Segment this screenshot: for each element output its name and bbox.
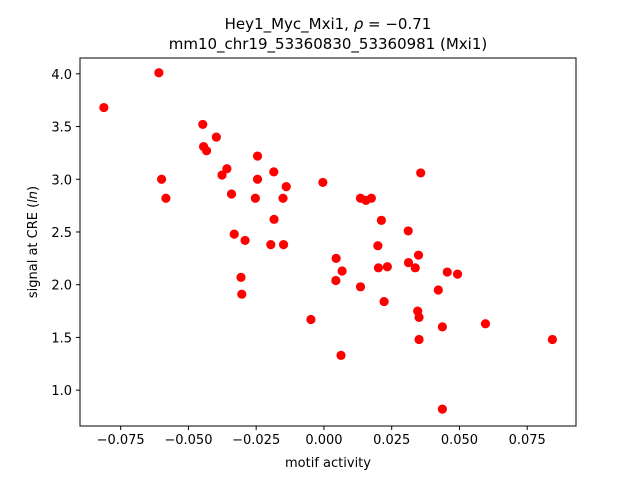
chart-title-name: Hey1_Myc_Mxi1, (225, 15, 354, 34)
data-point (161, 193, 171, 203)
data-point (437, 322, 447, 332)
data-point (306, 314, 316, 325)
data-point (366, 193, 376, 203)
data-point (269, 214, 279, 224)
y-tick-label: 1.5 (51, 331, 72, 346)
x-tick-label: 0.025 (373, 433, 410, 448)
data-point (318, 177, 328, 188)
data-point (237, 289, 247, 299)
x-tick-label: 0.050 (441, 433, 478, 448)
data-point (331, 275, 341, 286)
chart-title-line2: mm10_chr19_53360830_53360981 (Mxi1) (169, 35, 488, 54)
data-point (198, 119, 208, 130)
data-point (442, 267, 452, 277)
y-axis-label: signal at CRE (ln) (26, 186, 41, 298)
data-point (281, 182, 291, 192)
data-point (99, 102, 109, 113)
data-point (355, 282, 366, 292)
y-tick-label: 3.5 (51, 121, 72, 136)
chart-title-line1: Hey1_Myc_Mxi1, ρ = −0.71 (225, 15, 432, 34)
x-tick-label: −0.025 (232, 433, 280, 448)
data-point (201, 146, 212, 156)
y-axis-label-italic: ln (26, 191, 41, 203)
chart-title-rho-value: = −0.71 (363, 15, 431, 33)
y-axis-label-prefix: signal at CRE ( (26, 203, 41, 298)
data-point (156, 174, 167, 184)
data-point (236, 272, 246, 282)
x-axis-label: motif activity (285, 456, 371, 471)
data-point (278, 193, 288, 203)
data-point (376, 215, 386, 225)
data-point (331, 253, 341, 263)
x-tick-label: −0.050 (164, 433, 212, 448)
data-point (269, 167, 279, 177)
x-axis-ticks: −0.075 −0.050 −0.025 0.000 0.025 0.050 0.075 (97, 426, 546, 448)
data-point (373, 241, 383, 251)
y-axis-label-suffix: ) (26, 186, 41, 191)
data-point (252, 174, 263, 184)
data-point (437, 404, 447, 414)
data-point (336, 350, 346, 360)
y-tick-label: 1.0 (51, 384, 72, 399)
axes-background (80, 58, 576, 426)
data-point (252, 151, 263, 161)
data-point (373, 263, 384, 273)
data-point (226, 189, 237, 199)
axes-frame (79, 57, 577, 427)
data-point (410, 263, 420, 273)
y-tick-label: 2.5 (51, 226, 72, 241)
data-point (337, 266, 347, 276)
x-tick-label: −0.075 (97, 433, 145, 448)
data-point (403, 226, 413, 236)
data-point (414, 312, 424, 322)
data-point (480, 319, 491, 329)
plot-area (80, 58, 576, 426)
data-point (403, 257, 414, 268)
data-point (222, 164, 232, 174)
data-point (413, 250, 424, 260)
data-point (250, 193, 260, 203)
data-point (154, 68, 164, 78)
data-point (382, 262, 392, 272)
x-tick-label: 0.075 (509, 433, 546, 448)
data-points (99, 68, 558, 414)
data-point (266, 240, 276, 250)
data-point (278, 240, 289, 250)
data-point (452, 269, 463, 279)
data-point (379, 296, 389, 307)
data-point (433, 285, 443, 295)
data-point (416, 168, 426, 178)
y-tick-label: 3.0 (51, 173, 72, 188)
x-tick-label: 0.000 (305, 433, 342, 448)
y-axis-ticks: 1.0 1.5 2.0 2.5 3.0 3.5 4.0 (51, 68, 80, 399)
data-point (414, 334, 424, 345)
y-tick-label: 4.0 (51, 68, 72, 83)
data-point (217, 170, 227, 180)
data-point (229, 229, 239, 239)
data-point (547, 334, 558, 345)
data-point (211, 132, 221, 142)
data-point (240, 235, 250, 246)
y-tick-label: 2.0 (51, 279, 72, 294)
chart-title-rho-symbol: ρ (354, 15, 364, 33)
